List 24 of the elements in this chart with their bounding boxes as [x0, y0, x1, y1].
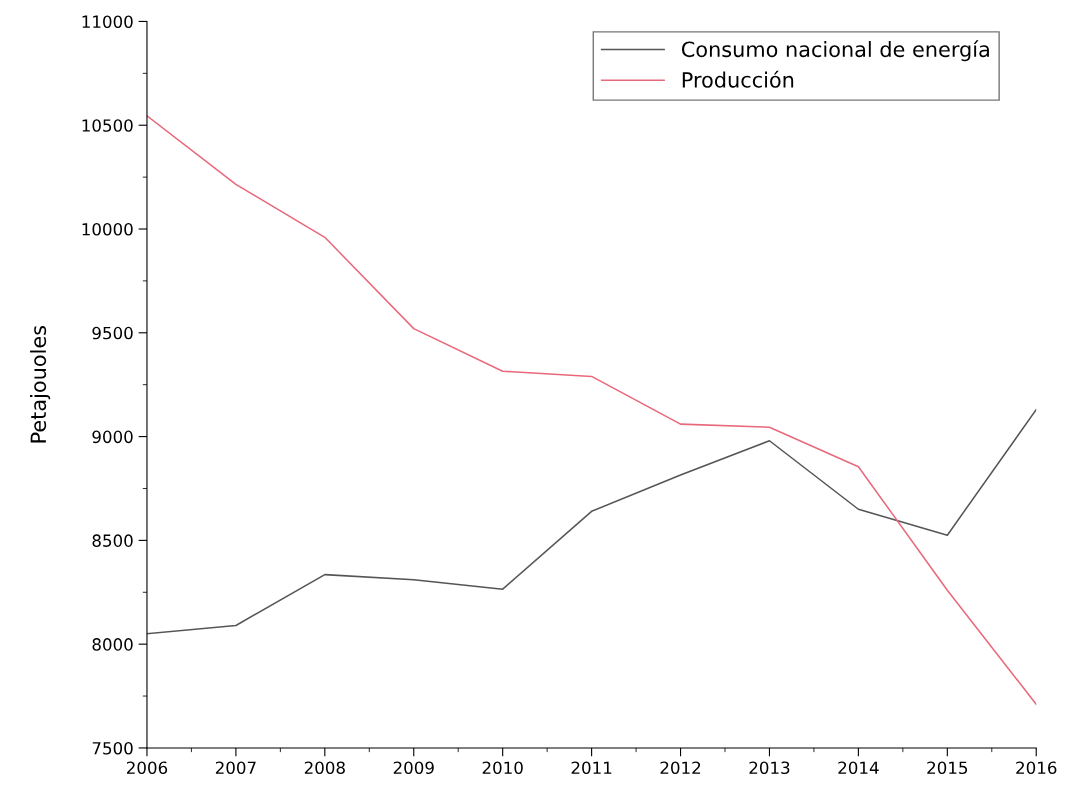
- x-tick-label: 2010: [482, 761, 523, 775]
- y-tick-label: 7500: [92, 741, 133, 755]
- x-tick-label: 2009: [393, 761, 434, 775]
- y-tick-label: 10500: [82, 119, 133, 132]
- y-tick-label: 8000: [92, 638, 133, 651]
- x-tick-label: 2006: [126, 761, 168, 775]
- line-series: [146, 408, 1037, 635]
- y-axis-title: Petajouoles: [30, 325, 51, 443]
- legend-label: Producción: [682, 70, 794, 88]
- legend-label: Consumo nacional de energía: [681, 40, 989, 62]
- x-tick-label: 2016: [1016, 761, 1057, 775]
- x-tick-label: 2015: [927, 761, 968, 775]
- x-tick-label: 2008: [304, 761, 345, 775]
- x-tick-label: 2012: [660, 761, 701, 775]
- y-tick-label: 8500: [92, 534, 133, 547]
- y-tick-label: 9500: [92, 326, 133, 340]
- x-tick-label: 2013: [749, 761, 790, 775]
- y-tick-label: 10000: [82, 222, 133, 236]
- x-tick-label: 2014: [838, 761, 879, 775]
- line-series: [146, 115, 1037, 706]
- y-tick-label: 9000: [92, 430, 133, 444]
- x-tick-label: 2011: [571, 761, 612, 775]
- x-tick-label: 2007: [215, 761, 256, 775]
- y-tick-label: 11000: [82, 15, 133, 29]
